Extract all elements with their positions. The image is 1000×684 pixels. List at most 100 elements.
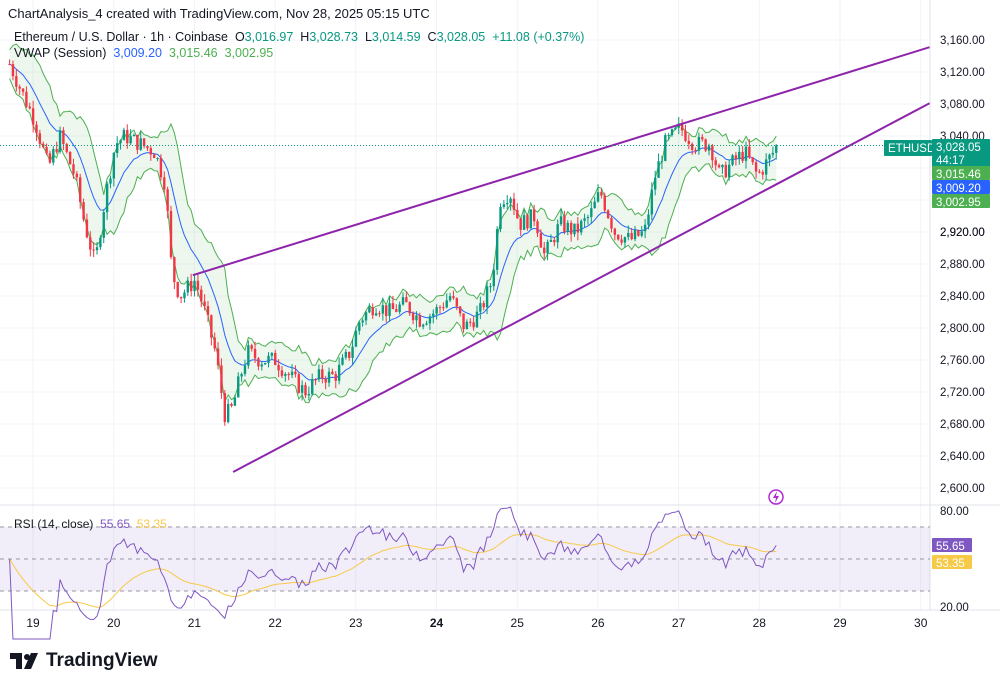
candle-body <box>267 355 270 363</box>
candle-body <box>744 146 748 161</box>
candle-body <box>384 305 388 316</box>
candle-body <box>253 348 257 359</box>
candle-body <box>485 286 489 308</box>
rsi-label[interactable]: RSI (14, close) <box>14 517 94 531</box>
symbol-title[interactable]: Ethereum / U.S. Dollar · 1h · Coinbase <box>14 30 228 44</box>
candle-body <box>139 138 142 150</box>
tradingview-logo-icon <box>10 653 38 669</box>
vwap-upper-tag-text: 3,015.46 <box>936 169 981 181</box>
close-label: C <box>427 30 437 44</box>
price-tick-label: 2,600.00 <box>940 483 985 495</box>
candle-body <box>512 198 516 210</box>
tradingview-logo[interactable]: TradingView <box>10 650 158 672</box>
last-price-tag <box>932 139 990 167</box>
rsi-value-tag <box>932 538 972 552</box>
candle-body <box>532 209 536 222</box>
price-tick-label: 2,880.00 <box>940 259 985 271</box>
candle-body <box>600 192 603 196</box>
candle-body <box>307 393 311 396</box>
candle-body <box>311 379 314 394</box>
candle-body <box>559 216 563 225</box>
candle-body <box>435 307 438 314</box>
candle-body <box>754 162 758 172</box>
candle-body <box>741 151 744 161</box>
candle-body <box>287 373 290 376</box>
candle-body <box>731 155 734 165</box>
candle-body <box>327 371 331 383</box>
last-price-tag-text: 3,028.05 <box>936 142 981 154</box>
candle-body <box>697 136 701 151</box>
candle-body <box>314 379 317 381</box>
candle-body <box>492 269 495 287</box>
candle-body <box>122 129 126 141</box>
candle-body <box>119 140 122 144</box>
candle-body <box>186 280 190 293</box>
candle-body <box>452 296 455 299</box>
candle-body <box>159 158 163 178</box>
vwap-tag <box>932 180 990 194</box>
candle-body <box>95 247 99 251</box>
candle-body <box>590 208 593 217</box>
candle-body <box>173 257 176 283</box>
candle-body <box>48 153 52 163</box>
candle-body <box>351 346 354 358</box>
candle-body <box>99 237 102 248</box>
candle-body <box>331 371 334 375</box>
candle-body <box>126 129 129 144</box>
vwap-label[interactable]: VWAP (Session) <box>14 46 107 60</box>
candle-body <box>526 215 529 229</box>
candle-body <box>549 239 553 242</box>
candle-body <box>109 178 112 184</box>
candle-body <box>489 286 492 288</box>
price-tick-label: 3,080.00 <box>940 99 985 111</box>
candle-body <box>509 198 512 203</box>
candle-body <box>391 303 395 310</box>
candle-body <box>290 371 294 376</box>
candle-body <box>112 152 116 179</box>
low-value: 3,014.59 <box>371 30 421 44</box>
candle-body <box>543 247 546 254</box>
candle-body <box>630 233 633 240</box>
candle-body <box>237 376 240 398</box>
candle-body <box>354 330 358 347</box>
candle-body <box>132 134 136 137</box>
logo-text: TradingView <box>46 650 158 671</box>
chart-header: ChartAnalysis_4 created with TradingView… <box>8 6 430 21</box>
candle-body <box>714 160 717 166</box>
candle-body <box>216 348 220 366</box>
vwap-upper-value: 3,015.46 <box>168 46 218 60</box>
candle-body <box>368 307 371 313</box>
candle-body <box>643 224 647 232</box>
candle-body <box>361 320 364 323</box>
candle-body <box>163 177 166 190</box>
candle-body <box>156 158 159 160</box>
candle-body <box>432 313 435 317</box>
candle-body <box>472 322 475 328</box>
time-tick-label: 24 <box>430 616 444 630</box>
vwap-lower-band <box>9 78 777 404</box>
candle-body <box>462 313 465 330</box>
candle-body <box>152 154 156 159</box>
candle-body <box>606 210 610 219</box>
candle-body <box>45 147 48 154</box>
candle-body <box>411 313 415 321</box>
candle-body <box>660 160 664 162</box>
candle-body <box>183 292 186 299</box>
candle-body <box>18 86 21 89</box>
candle-body <box>169 210 173 258</box>
candle-body <box>277 365 280 371</box>
candle-body <box>176 282 179 297</box>
time-tick-label: 20 <box>107 616 121 630</box>
candle-body <box>761 172 764 175</box>
candle-body <box>52 149 55 163</box>
low-label: L <box>364 30 372 44</box>
candle-body <box>657 161 660 178</box>
candle-body <box>294 371 297 375</box>
symbol-tag-text: ETHUSD <box>888 143 935 155</box>
candle-body <box>640 231 643 236</box>
candle-body <box>105 183 109 213</box>
candle-body <box>102 212 105 238</box>
high-label: H <box>300 30 310 44</box>
